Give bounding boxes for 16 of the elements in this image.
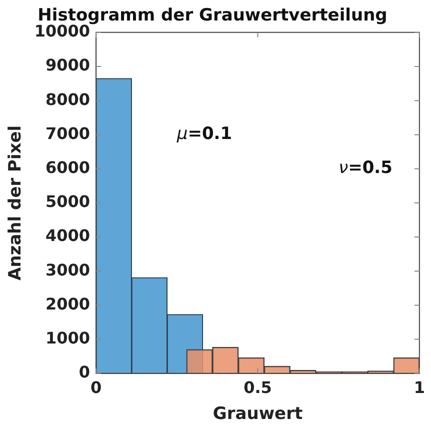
y-tick-label: 7000 <box>46 124 90 143</box>
x-tick-label: 0.5 <box>244 378 272 398</box>
y-tick-label: 6000 <box>46 158 90 177</box>
annotation: μ=0.1 <box>176 124 232 144</box>
y-tick-label: 9000 <box>46 56 90 75</box>
y-tick-label: 3000 <box>46 260 90 280</box>
y-axis-title: Anzahl der Pixel <box>6 125 26 280</box>
y-tick-label: 8000 <box>46 90 90 109</box>
x-axis-title: Grauwert <box>212 404 303 424</box>
x-tick-label: 1 <box>414 378 426 398</box>
y-tick-label: 5000 <box>46 192 90 212</box>
y-tick-label: 1000 <box>46 328 90 348</box>
annotation: ν=0.5 <box>338 158 392 178</box>
y-tick-label: 0 <box>78 362 90 382</box>
y-tick-label: 2000 <box>46 294 90 314</box>
y-tick-label: 4000 <box>46 226 90 246</box>
